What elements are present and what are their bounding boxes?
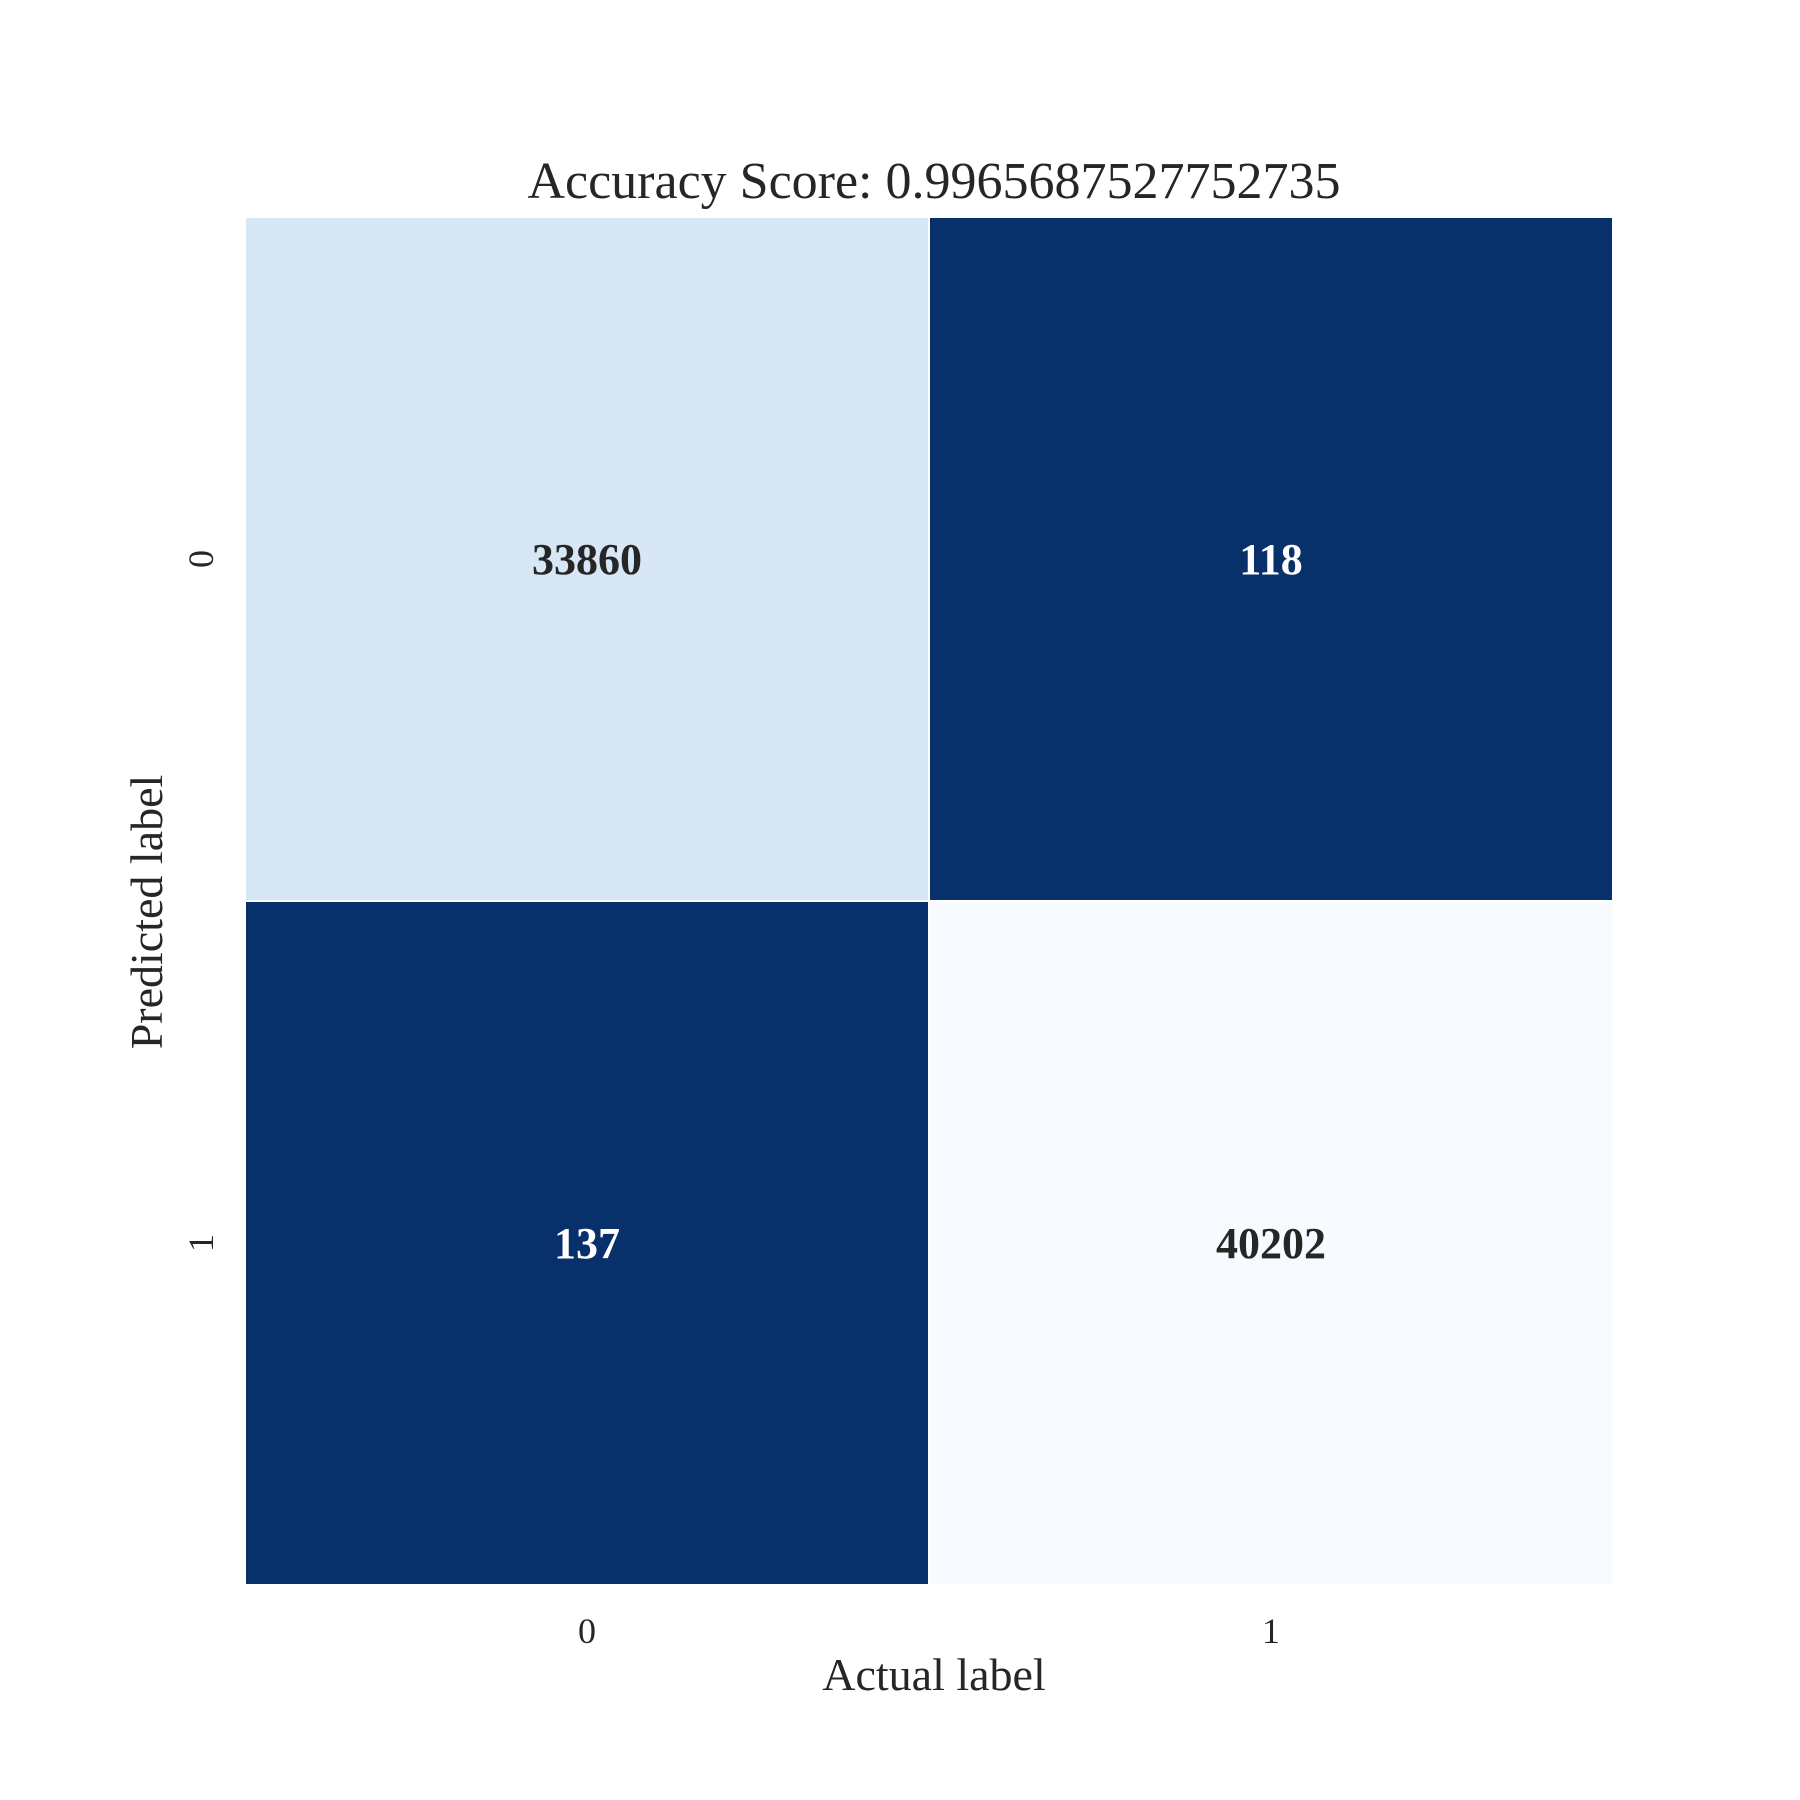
heatmap-cell-value: 33860 [532,535,642,584]
x-axis-title: Actual label [822,1649,1046,1700]
x-tick-label: 1 [1262,1611,1280,1651]
heatmap-cells [244,216,1614,1586]
heatmap-cell [928,216,1614,902]
heatmap-cell [244,900,930,1586]
y-axis-title: Predicted label [121,775,172,1050]
heatmap-cell [244,216,930,902]
heatmap-cell [928,900,1614,1586]
chart-title: Accuracy Score: 0.9965687527752735 [527,153,1340,210]
heatmap-cell-labels: 33860 118 137 40202 [532,535,1326,1268]
y-tick-label: 1 [181,1234,221,1252]
heatmap-cell-value: 118 [1239,535,1303,584]
heatmap-cell-value: 137 [554,1219,620,1268]
heatmap-cell-value: 40202 [1216,1219,1326,1268]
x-tick-label: 0 [578,1611,596,1651]
y-tick-label: 0 [181,550,221,568]
y-axis-ticks: 01 [181,550,221,1252]
